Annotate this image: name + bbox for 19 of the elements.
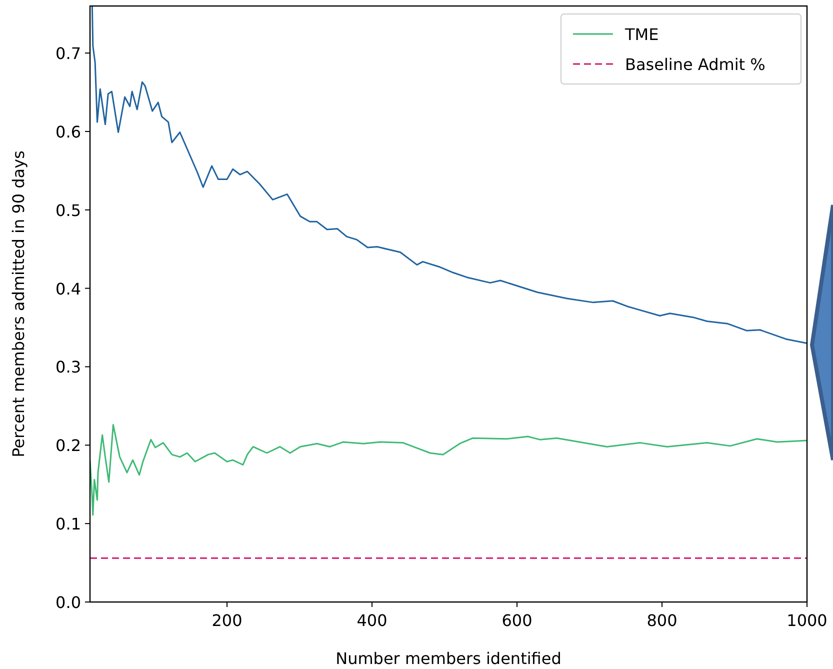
x-tick-label: 800	[646, 611, 678, 630]
x-tick-label: 200	[212, 611, 242, 630]
y-tick-label: 0.2	[56, 436, 81, 456]
y-tick-label: 0.4	[56, 279, 81, 298]
y-tick-label: 0.7	[56, 44, 81, 64]
x-axis-title: Number members identified	[336, 649, 562, 668]
y-tick-label: 0.6	[56, 122, 81, 142]
y-axis-title: Percent members admitted in 90 days	[9, 150, 28, 458]
line-series	[90, 424, 807, 516]
y-tick-label: 0.5	[56, 200, 81, 220]
legend-label: Baseline Admit %	[625, 55, 766, 74]
x-tick-label: 400	[356, 611, 388, 630]
x-tick-label: 1000	[786, 611, 828, 630]
y-tick-label: 0.3	[56, 358, 81, 377]
x-tick-label: 600	[502, 611, 532, 630]
y-tick-label: 0.1	[56, 514, 81, 534]
line-series	[91, 5, 807, 344]
y-tick-label: 0.0	[56, 593, 81, 612]
legend-label: TME	[624, 25, 659, 44]
